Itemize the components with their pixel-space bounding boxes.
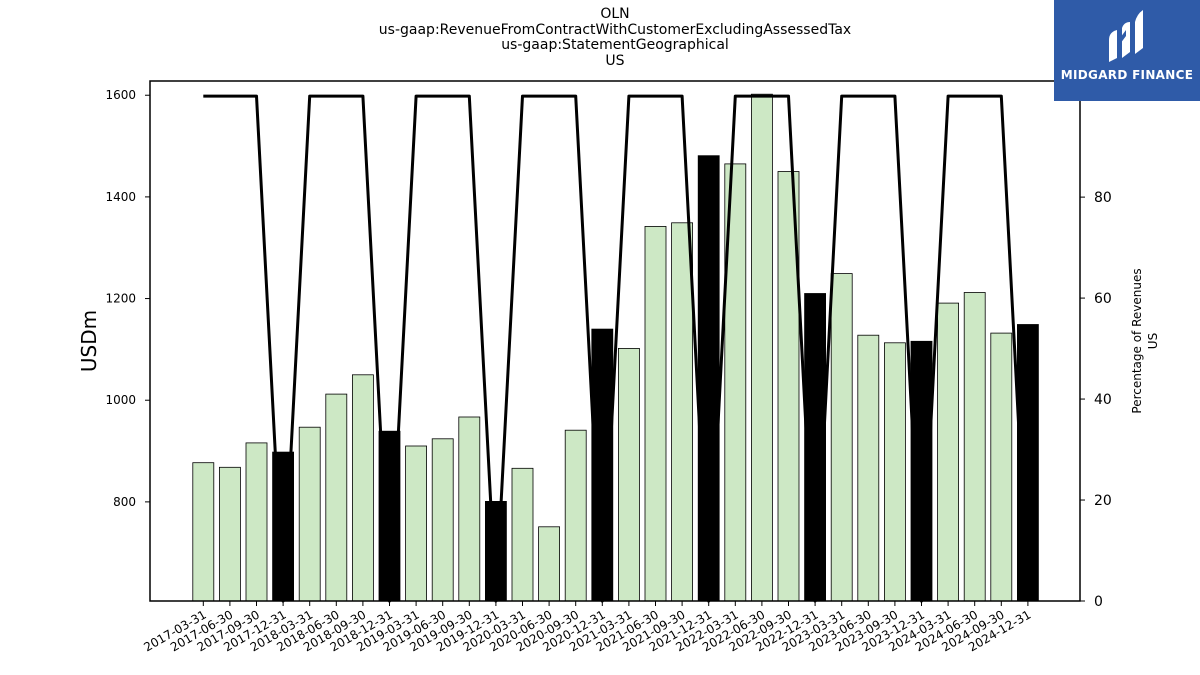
chart-title-ticker: OLN xyxy=(600,6,630,22)
midgard-finance-logo: MIDGARD FINANCE xyxy=(1054,0,1200,101)
bar-2024-09-30 xyxy=(990,332,1013,602)
chart-title-member: US xyxy=(605,52,625,69)
logo-text: MIDGARD FINANCE xyxy=(1060,68,1194,82)
y-tick-label-1400: 1400 xyxy=(105,190,136,204)
bar-2021-12-31 xyxy=(697,155,720,602)
y2-tick-label-20: 20 xyxy=(1094,493,1112,509)
bar-2020-06-30 xyxy=(538,526,560,602)
midgard-logo-icon xyxy=(1109,10,1143,62)
y2-axis-label-line2: US xyxy=(1146,333,1160,349)
bar-2024-03-31 xyxy=(937,302,959,602)
y-tick-label-1600: 1600 xyxy=(105,88,136,102)
y-tick-label-1000: 1000 xyxy=(105,393,136,407)
y2-tick-label-40: 40 xyxy=(1094,392,1112,408)
bar-2021-03-31 xyxy=(618,347,640,602)
bar-2019-09-30 xyxy=(458,416,481,602)
bar-2020-09-30 xyxy=(564,429,587,602)
bar-2020-03-31 xyxy=(511,467,534,602)
y2-tick-label-80: 80 xyxy=(1094,190,1112,206)
bar-2021-09-30 xyxy=(671,222,693,602)
bar-2022-06-30 xyxy=(751,93,773,602)
chart-title-concept: us-gaap:RevenueFromContractWithCustomerE… xyxy=(378,21,852,38)
bar-2023-03-31 xyxy=(830,273,853,602)
y-tick-label-1200: 1200 xyxy=(105,292,136,306)
bar-2017-06-30 xyxy=(218,466,241,602)
bar-2023-06-30 xyxy=(857,334,880,602)
bar-2017-09-30 xyxy=(245,442,268,602)
bar-2019-03-31 xyxy=(405,445,428,602)
bar-2019-06-30 xyxy=(431,438,454,602)
bar-2018-03-31 xyxy=(298,426,321,602)
y2-tick-label-60: 60 xyxy=(1094,291,1112,307)
plot-frame xyxy=(149,80,1081,602)
percentage-line xyxy=(203,94,1030,603)
bar-2021-06-30 xyxy=(644,225,667,602)
y2-axis-label-line1: Percentage of Revenues xyxy=(1130,268,1144,413)
bar-2023-09-30 xyxy=(884,342,906,602)
y-axis-label: USDm xyxy=(77,310,101,372)
chart-title-block: OLN us-gaap:RevenueFromContractWithCusto… xyxy=(0,6,1200,69)
bar-2017-03-31 xyxy=(192,462,215,602)
y2-tick-label-0: 0 xyxy=(1094,594,1103,610)
chart-title-axis: us-gaap:StatementGeographical xyxy=(501,37,729,53)
bar-2018-06-30 xyxy=(325,393,348,602)
bar-2024-06-30 xyxy=(963,292,986,602)
bar-2018-09-30 xyxy=(351,374,374,602)
y-tick-label-800: 800 xyxy=(113,495,136,509)
